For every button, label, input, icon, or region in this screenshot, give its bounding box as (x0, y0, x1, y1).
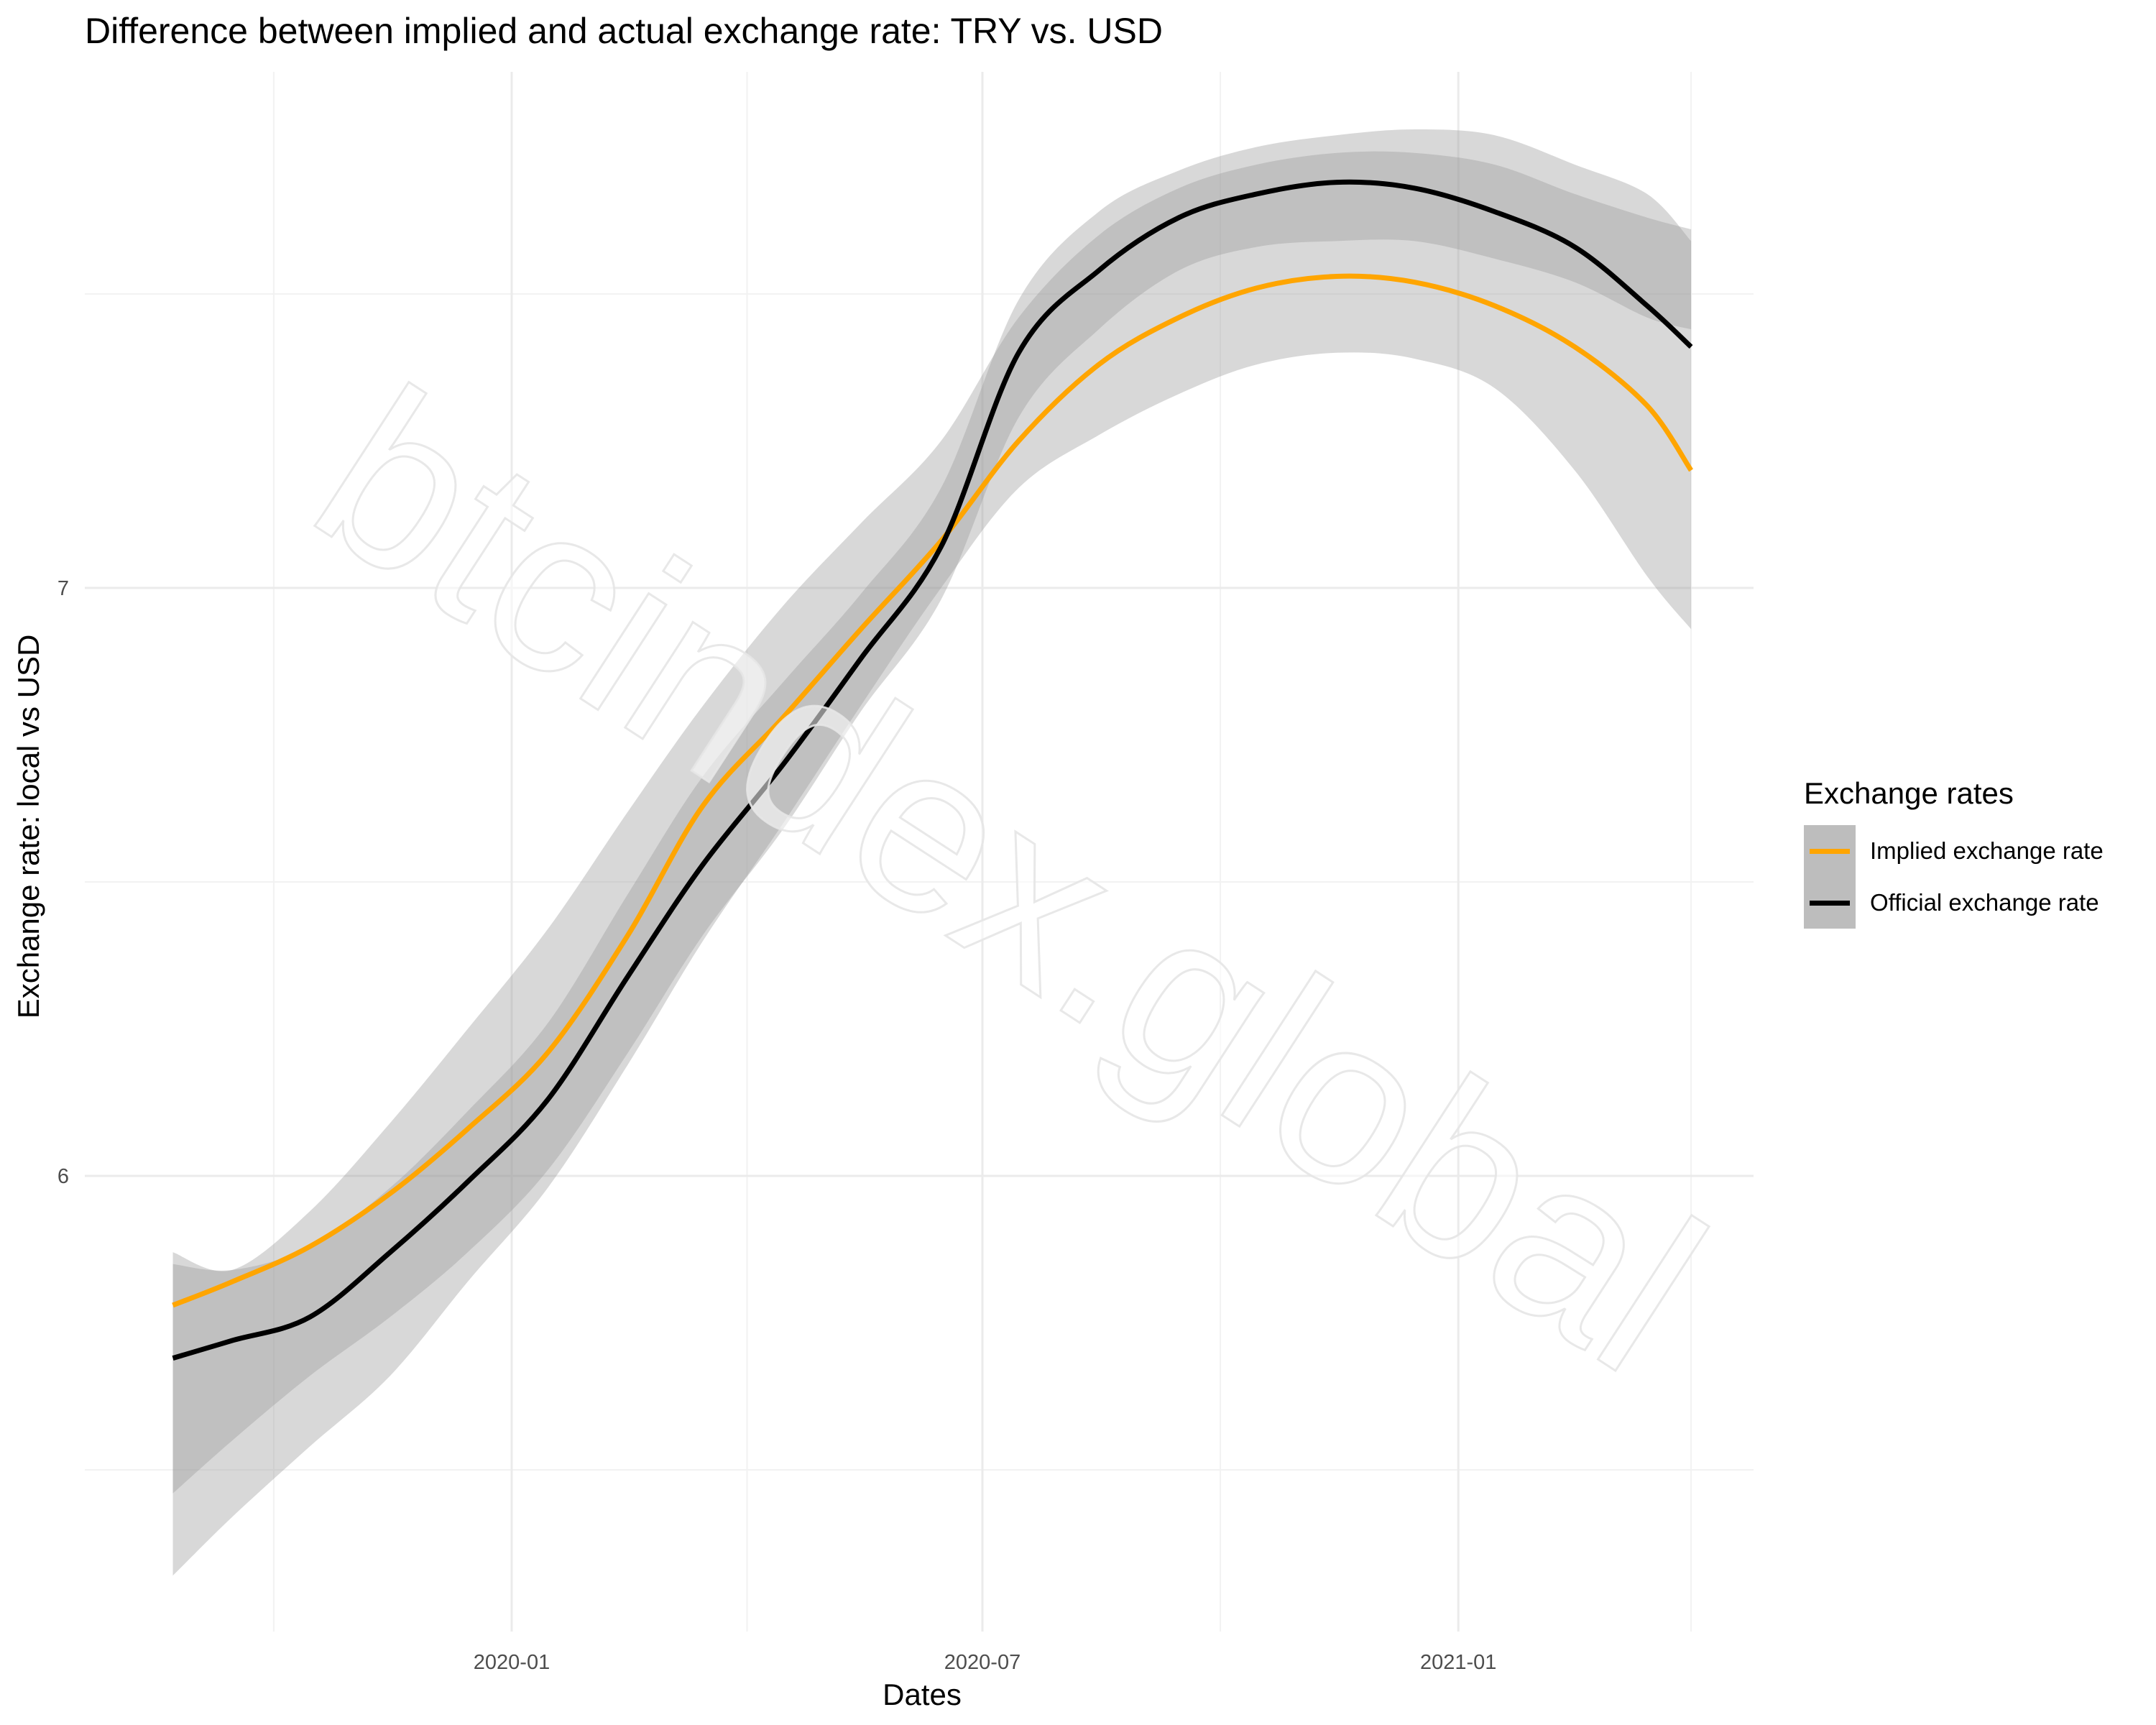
gridlines (85, 72, 1754, 1632)
legend-item-official: Official exchange rate (1804, 877, 2104, 929)
x-tick-label: 2020-01 (474, 1651, 550, 1674)
x-tick-label: 2020-07 (944, 1651, 1021, 1674)
legend-label-official: Official exchange rate (1870, 889, 2099, 916)
ci-band-implied (172, 151, 1692, 1576)
ci-band-official (172, 129, 1692, 1494)
legend-key-implied (1804, 825, 1856, 877)
series-line-implied (172, 273, 1694, 1308)
legend: Exchange rates Implied exchange rate Off… (1804, 776, 2104, 929)
legend-label-implied: Implied exchange rate (1870, 837, 2104, 864)
x-tick-label: 2021-01 (1420, 1651, 1496, 1674)
series-line-official (172, 179, 1693, 1361)
y-axis-title: Exchange rate: local vs USD (11, 635, 45, 1019)
confidence-bands (172, 129, 1692, 1576)
legend-title: Exchange rates (1804, 776, 2014, 810)
x-axis-ticks: 2020-01 2020-07 2021-01 (474, 1651, 1497, 1674)
chart-title: Difference between implied and actual ex… (85, 11, 1163, 51)
y-axis-ticks: 67 (57, 577, 69, 1188)
legend-key-official (1804, 877, 1856, 929)
legend-item-implied: Implied exchange rate (1804, 825, 2104, 877)
y-tick-label: 6 (57, 1165, 69, 1188)
series-lines (172, 179, 1694, 1361)
y-tick-label: 7 (57, 577, 69, 600)
x-axis-title: Dates (883, 1678, 962, 1711)
